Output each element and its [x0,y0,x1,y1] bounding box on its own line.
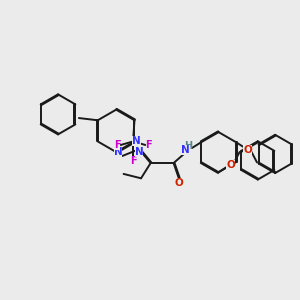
Text: N: N [132,136,141,146]
Text: F: F [114,140,120,150]
Text: N: N [135,147,143,157]
Text: F: F [130,156,136,166]
Text: F: F [146,140,152,150]
Text: N: N [113,147,122,157]
Text: O: O [243,145,252,155]
Text: H: H [184,141,192,151]
Text: O: O [226,160,235,170]
Text: N: N [181,145,190,155]
Text: O: O [175,178,183,188]
